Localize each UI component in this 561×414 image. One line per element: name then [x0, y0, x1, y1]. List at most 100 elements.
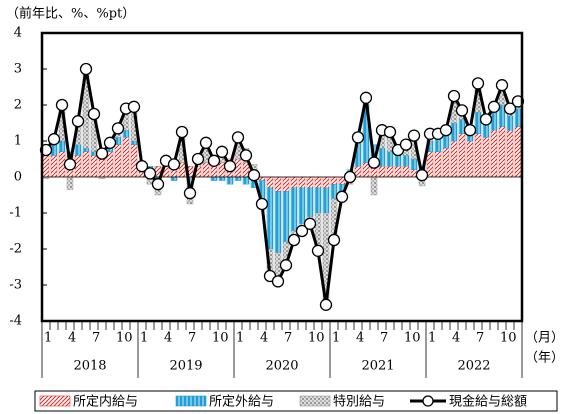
y-tick-label: -4	[9, 314, 22, 329]
x-unit-label: （年）	[525, 351, 561, 366]
marker	[63, 158, 77, 171]
x-tick-label: 1	[332, 331, 340, 346]
legend-swatch	[39, 395, 71, 407]
marker	[175, 125, 189, 139]
bar	[130, 140, 138, 145]
x-tick-label: 4	[164, 331, 172, 346]
x-tick-label: 10	[116, 331, 133, 346]
legend-swatch	[422, 395, 434, 407]
marker	[55, 98, 69, 112]
bar	[450, 140, 458, 178]
bar	[322, 187, 330, 214]
bar	[170, 176, 178, 181]
bar	[290, 187, 298, 232]
x-tick-label: 4	[452, 331, 460, 346]
x-tick-label: 10	[308, 331, 325, 346]
marker	[295, 224, 309, 238]
marker	[223, 160, 237, 173]
marker	[439, 124, 453, 137]
bar	[426, 151, 434, 178]
bar	[258, 176, 266, 181]
marker	[191, 152, 205, 166]
bar	[210, 165, 218, 178]
marker	[79, 62, 93, 76]
y-tick-label: 0	[14, 170, 22, 185]
marker	[127, 100, 141, 113]
y-tick-label: -3	[9, 278, 22, 293]
bar	[234, 176, 242, 181]
bar	[394, 165, 402, 178]
marker	[335, 190, 349, 203]
marker	[183, 187, 197, 200]
x-tick-label: 7	[380, 331, 388, 346]
year-label: 2022	[457, 359, 490, 374]
bar	[74, 144, 82, 156]
marker	[503, 102, 517, 115]
bar	[82, 151, 90, 178]
bar	[474, 133, 482, 178]
bar	[458, 133, 466, 178]
y-tick-label: 1	[14, 134, 22, 149]
y-tick-label: -1	[9, 206, 22, 221]
bar	[506, 129, 514, 178]
bar	[330, 176, 338, 185]
marker	[239, 149, 253, 162]
bar	[218, 176, 226, 181]
marker	[111, 122, 125, 135]
x-tick-label: 4	[356, 331, 364, 346]
marker	[215, 145, 229, 158]
x-tick-label: 1	[44, 331, 52, 346]
marker	[271, 275, 285, 288]
marker	[487, 100, 501, 113]
x-tick-label: 1	[428, 331, 436, 346]
bar	[266, 187, 274, 250]
bar	[386, 151, 394, 167]
bar	[202, 162, 210, 178]
marker	[255, 197, 269, 211]
legend-label: 所定内給与	[73, 394, 138, 410]
marker	[383, 125, 397, 139]
legend-label: 現金給与総額	[449, 394, 527, 410]
bar	[490, 129, 498, 178]
bar	[410, 158, 418, 171]
bar	[466, 140, 474, 178]
marker	[143, 167, 157, 180]
bar	[114, 144, 122, 178]
y-tick-label: 3	[14, 62, 22, 77]
marker	[207, 154, 221, 167]
marker	[399, 138, 413, 151]
marker	[455, 104, 469, 117]
bar	[370, 176, 378, 196]
bar	[402, 155, 410, 167]
bar	[306, 187, 314, 217]
bar	[498, 126, 506, 178]
marker	[87, 107, 101, 121]
bar	[402, 165, 410, 178]
bar	[106, 151, 114, 178]
marker	[47, 133, 61, 146]
bar	[314, 187, 322, 214]
bar	[386, 165, 394, 178]
marker	[471, 77, 485, 90]
x-unit-label: （月）	[525, 331, 561, 346]
marker	[151, 178, 165, 191]
y-tick-label: 4	[14, 26, 22, 41]
bar	[514, 108, 522, 127]
year-label: 2020	[265, 359, 298, 374]
bar	[122, 129, 130, 138]
x-tick-label: 10	[212, 331, 229, 346]
x-tick-label: 10	[500, 331, 517, 346]
bar	[122, 137, 130, 178]
y-tick-label: -2	[9, 242, 22, 257]
bar	[210, 176, 218, 181]
marker	[463, 124, 477, 137]
x-tick-label: 4	[68, 331, 76, 346]
x-tick-label: 7	[92, 331, 100, 346]
bar	[82, 147, 90, 152]
marker	[279, 259, 293, 272]
x-tick-label: 1	[140, 331, 148, 346]
marker	[359, 91, 373, 104]
marker	[343, 170, 357, 184]
marker	[103, 136, 117, 149]
